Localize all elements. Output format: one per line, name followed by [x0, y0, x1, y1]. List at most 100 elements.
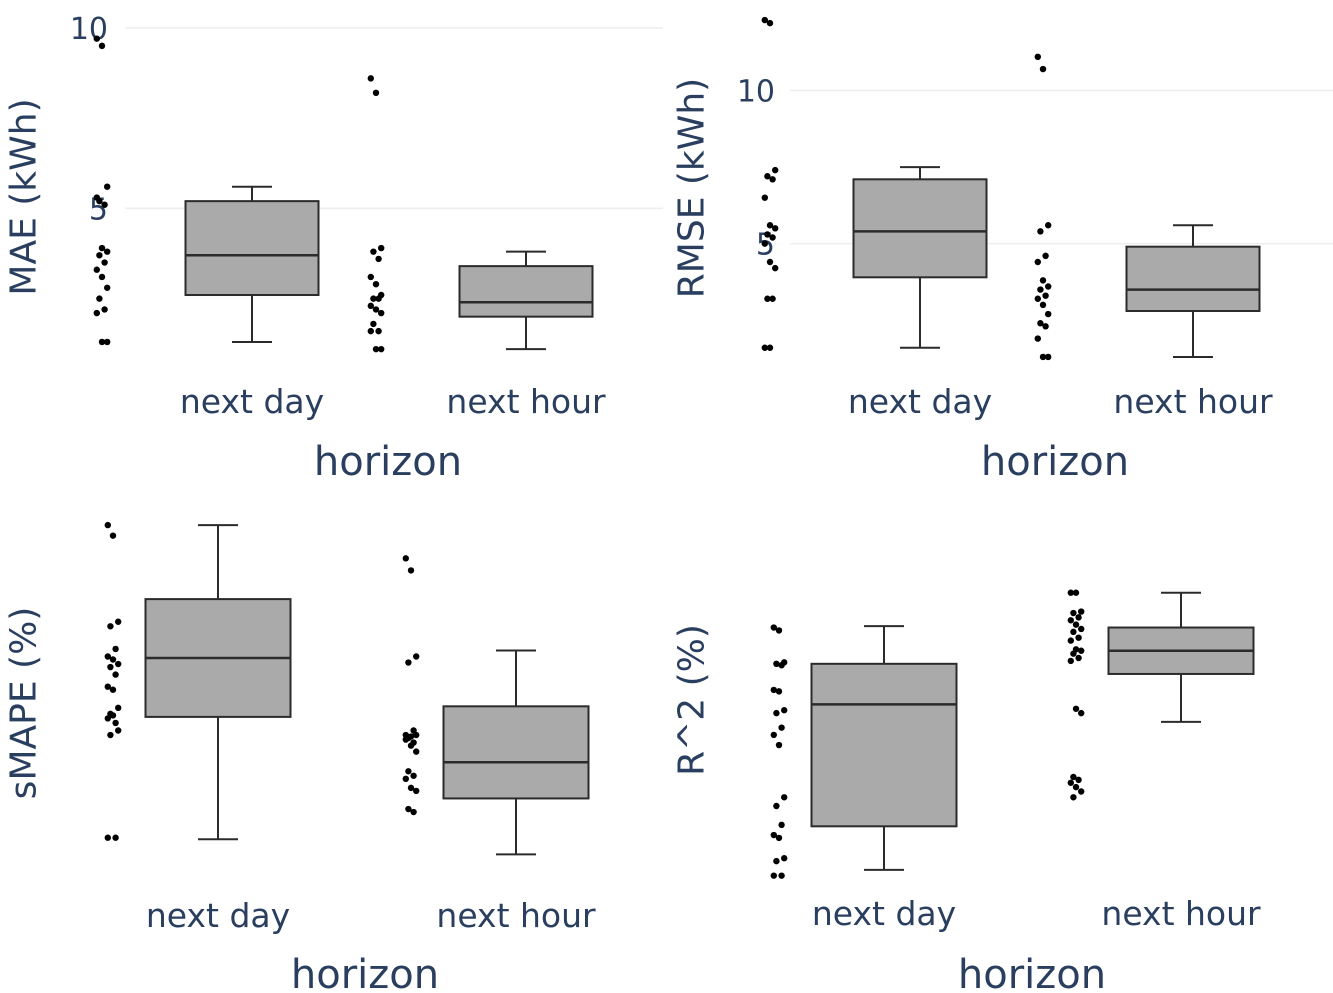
data-point [104, 834, 112, 841]
data-point [1039, 277, 1047, 284]
data-point [402, 555, 409, 562]
x-category-label: next hour [436, 896, 596, 935]
x-category-label: next hour [1113, 382, 1273, 421]
data-point [101, 306, 108, 313]
data-point [1034, 335, 1042, 342]
data-point [109, 686, 117, 693]
data-point [1078, 709, 1085, 717]
data-point [1045, 222, 1052, 229]
data-point [761, 344, 768, 351]
data-point [1042, 323, 1049, 330]
data-point [104, 338, 111, 346]
data-point [761, 240, 768, 247]
data-point [98, 273, 106, 281]
data-point [766, 19, 774, 27]
data-point [367, 327, 374, 335]
box-iqr [442, 705, 590, 800]
data-point [1039, 65, 1047, 73]
data-point [367, 273, 374, 281]
y-axis-title: R^2 (%) [672, 624, 713, 776]
data-point [1034, 258, 1042, 266]
data-point [375, 327, 382, 335]
data-point [109, 656, 117, 663]
data-point [370, 295, 377, 302]
data-point [764, 295, 771, 302]
data-point [1042, 252, 1049, 260]
data-point [1075, 614, 1082, 621]
data-point [104, 248, 111, 255]
data-point [766, 344, 774, 351]
data-point [96, 252, 103, 259]
data-point [1037, 228, 1044, 235]
data-point [367, 302, 374, 310]
chart-panel-3: next day next hour horizon sMAPE (%) [4, 521, 596, 993]
data-point [370, 320, 377, 328]
data-point [1045, 353, 1052, 361]
y-axis-title: RMSE (kWh) [672, 78, 713, 298]
data-point [109, 712, 117, 719]
box-series-next-hour [1034, 53, 1261, 361]
box-iqr [1125, 245, 1261, 312]
x-axis-title: horizon [314, 439, 462, 485]
data-point [778, 872, 785, 879]
data-point [112, 834, 119, 841]
data-point [370, 248, 377, 255]
data-point [1078, 608, 1085, 615]
x-category-label: next hour [446, 382, 606, 421]
box-iqr [458, 265, 594, 318]
data-point [770, 624, 777, 631]
data-point [1075, 776, 1082, 784]
data-point [93, 194, 101, 201]
box-series-next-day [770, 624, 958, 879]
y-axis-title: sMAPE (%) [4, 607, 45, 800]
data-point [109, 532, 117, 539]
data-point [413, 787, 420, 795]
data-point [372, 89, 380, 97]
data-point [372, 345, 380, 353]
data-point [778, 724, 785, 731]
data-point [761, 16, 768, 24]
data-point [96, 295, 103, 302]
data-point [772, 225, 779, 232]
data-point [769, 295, 776, 302]
data-point [775, 627, 783, 634]
data-point [375, 295, 382, 302]
x-category-label: next day [180, 382, 324, 421]
data-point [1067, 617, 1075, 624]
data-point [1067, 657, 1075, 665]
data-point [1070, 609, 1077, 617]
data-point [107, 731, 114, 739]
data-point [115, 704, 122, 712]
y-tick-label: 10 [70, 12, 108, 47]
data-point [378, 345, 385, 353]
data-point [98, 42, 106, 50]
box-series-next-hour [367, 75, 594, 353]
box-series-next-day [104, 521, 292, 841]
data-point [93, 35, 101, 42]
data-point [104, 284, 111, 291]
data-point [773, 802, 780, 810]
x-axis-title: horizon [291, 952, 439, 993]
data-point [407, 784, 415, 792]
data-point [93, 309, 101, 317]
data-point [778, 662, 785, 669]
data-point [405, 768, 412, 775]
data-point [761, 194, 768, 201]
data-point [405, 659, 412, 666]
data-point [104, 653, 112, 660]
data-point [773, 857, 780, 865]
data-point [402, 736, 409, 743]
data-point [1078, 788, 1085, 795]
data-point [104, 183, 111, 190]
data-point [413, 748, 420, 755]
data-point [405, 805, 412, 813]
data-point [402, 775, 409, 783]
x-category-label: next day [848, 382, 992, 421]
chart-panel-4: next day next hour horizon R^2 (%) [672, 589, 1261, 993]
data-point [764, 231, 771, 238]
data-point [1075, 654, 1082, 662]
data-point [1070, 628, 1077, 636]
data-point [1070, 794, 1077, 801]
data-point [1037, 320, 1044, 327]
